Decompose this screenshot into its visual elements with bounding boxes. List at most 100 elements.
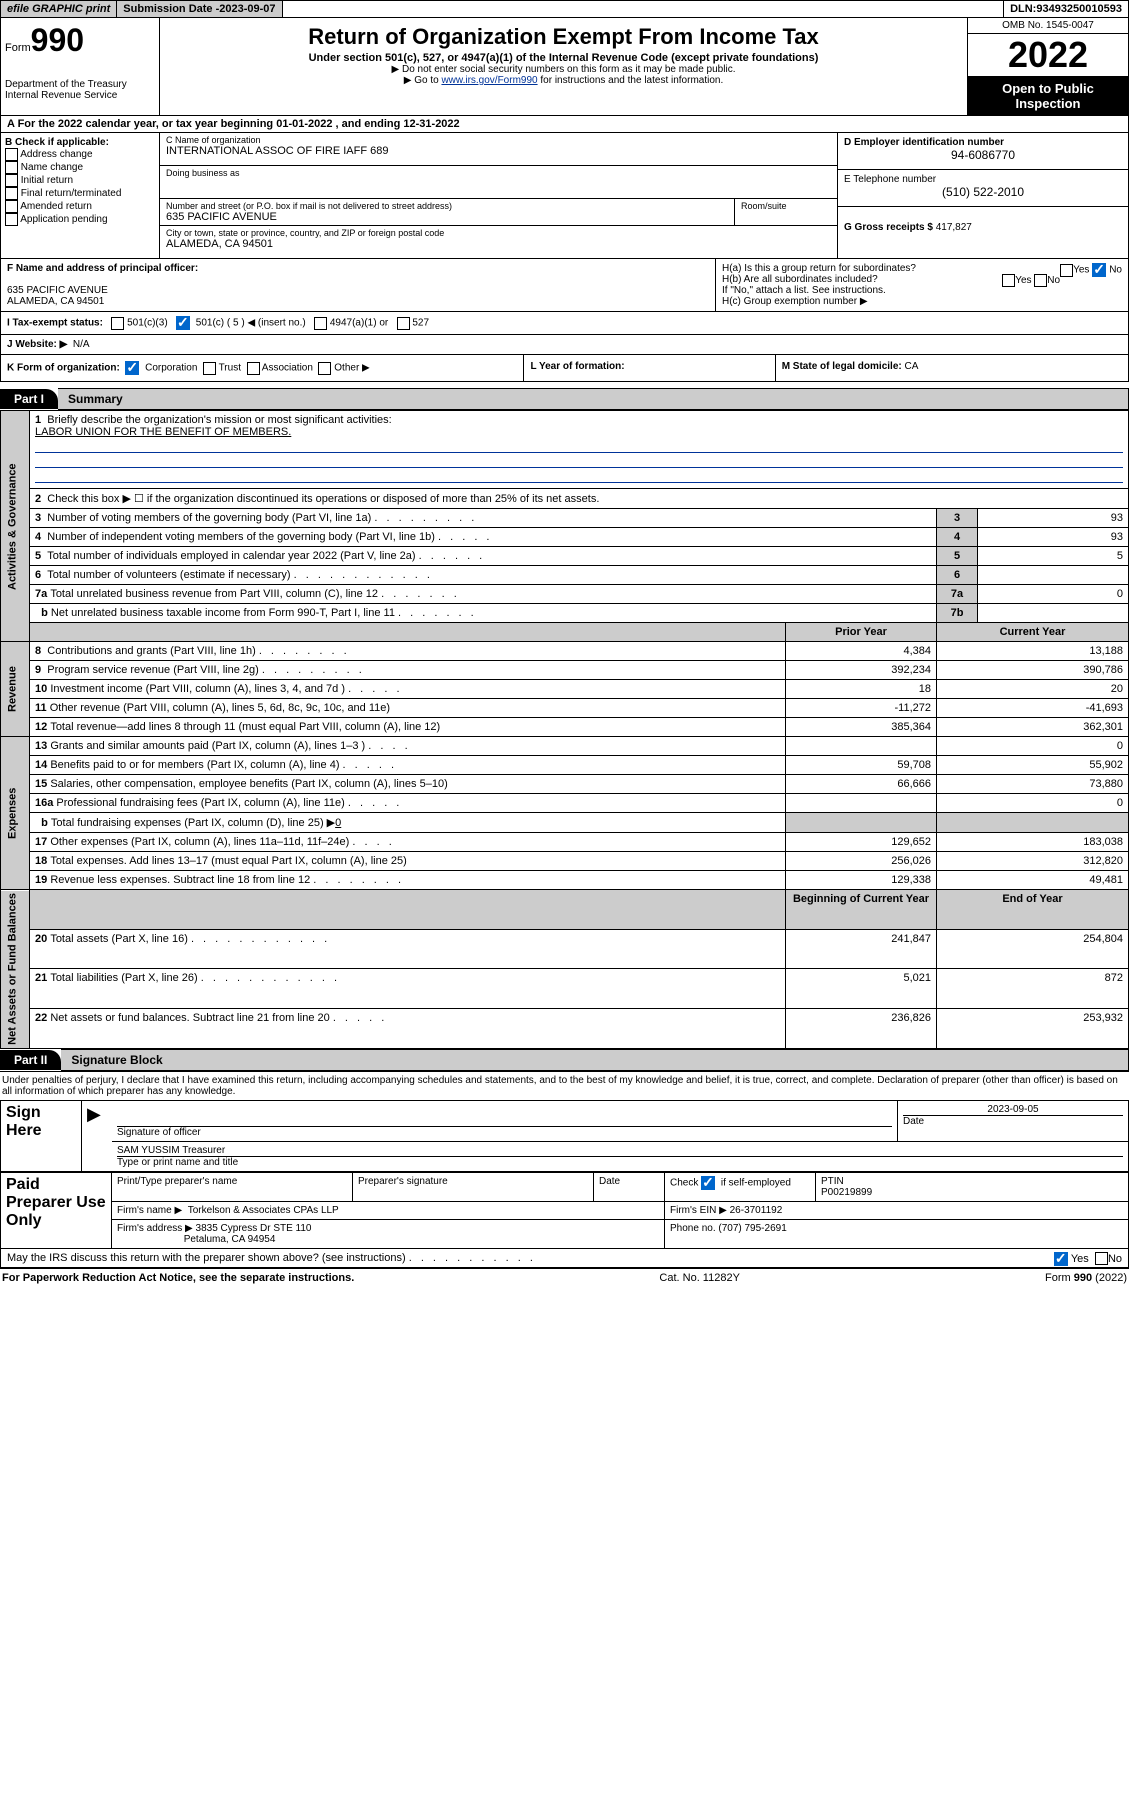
- officer-name-cell: SAM YUSSIM Treasurer Type or print name …: [112, 1141, 1129, 1171]
- irs-link[interactable]: www.irs.gov/Form990: [441, 75, 537, 86]
- cy: 20: [937, 680, 1129, 699]
- ln: 4: [35, 531, 41, 543]
- col-m: M State of legal domicile: CA: [776, 355, 1128, 381]
- part1-tab: Part I: [0, 389, 58, 409]
- cb-corporation[interactable]: [125, 361, 139, 375]
- ps-label: Preparer's signature: [358, 1176, 448, 1187]
- top-bar: efile GRAPHIC print Submission Date - 20…: [0, 0, 1129, 18]
- firm-name-value: Torkelson & Associates CPAs LLP: [188, 1205, 339, 1216]
- cb-may-irs-yes[interactable]: [1054, 1252, 1068, 1266]
- part2-tab: Part II: [0, 1050, 61, 1070]
- cb-association[interactable]: [247, 362, 260, 375]
- sig-date-cell: 2023-09-05 Date: [898, 1100, 1129, 1141]
- ptin-value: P00219899: [821, 1187, 872, 1198]
- ha-yes-cb[interactable]: [1060, 264, 1073, 277]
- lt: Other expenses (Part IX, column (A), lin…: [50, 836, 349, 848]
- cb-4947[interactable]: [314, 317, 327, 330]
- opt-other: Other ▶: [334, 363, 369, 374]
- py: 241,847: [786, 929, 937, 969]
- ha-no-cb[interactable]: [1092, 263, 1106, 277]
- lt: Total expenses. Add lines 13–17 (must eq…: [50, 855, 406, 867]
- opt-assoc: Association: [262, 363, 313, 374]
- cb-other[interactable]: [318, 362, 331, 375]
- sub3-post: for instructions and the latest informat…: [538, 75, 724, 86]
- cy: 0: [937, 794, 1129, 813]
- tax-year: 2022: [968, 34, 1128, 77]
- firm-addr-cell: Firm's address ▶ 3835 Cypress Dr STE 110…: [112, 1219, 665, 1248]
- street-cell: Number and street (or P.O. box if mail i…: [160, 199, 735, 225]
- street-label: Number and street (or P.O. box if mail i…: [166, 201, 728, 211]
- cb-initial-return[interactable]: Initial return: [5, 174, 155, 187]
- firm-name-label: Firm's name ▶: [117, 1205, 182, 1216]
- tel-value: (510) 522-2010: [844, 185, 1122, 199]
- prep-date-cell: Date: [594, 1172, 665, 1201]
- py: 385,364: [786, 718, 937, 737]
- r17: 17 Other expenses (Part IX, column (A), …: [1, 833, 1129, 852]
- form-number: Form990: [5, 22, 155, 59]
- yes-lbl: Yes: [1071, 1253, 1089, 1265]
- cb-527[interactable]: [397, 317, 410, 330]
- row-5: 5 Total number of individuals employed i…: [1, 547, 1129, 566]
- firm-phone-cell: Phone no. (707) 795-2691: [665, 1219, 1129, 1248]
- cb-application-pending[interactable]: Application pending: [5, 213, 155, 226]
- gross-label: G Gross receipts $: [844, 222, 936, 233]
- ln: 18: [35, 855, 47, 867]
- ein-label: D Employer identification number: [844, 137, 1122, 148]
- row-7a: 7a Total unrelated business revenue from…: [1, 585, 1129, 604]
- col-f: F Name and address of principal officer:…: [1, 259, 716, 311]
- no-lbl: No: [1047, 275, 1060, 286]
- lk: 3: [937, 509, 978, 528]
- cb-address-change[interactable]: Address change: [5, 148, 155, 161]
- efile-print-button[interactable]: efile GRAPHIC print: [1, 1, 117, 17]
- summary-table: Activities & Governance 1 Briefly descri…: [0, 410, 1129, 1049]
- cb-name-change[interactable]: Name change: [5, 161, 155, 174]
- dln-label: DLN:: [1010, 3, 1036, 15]
- row-7b: b Net unrelated business taxable income …: [1, 604, 1129, 623]
- self-emp-cell: Check if self-employed: [665, 1172, 816, 1201]
- cb-lbl: Application pending: [20, 214, 107, 225]
- paid-preparer-table: Paid Preparer Use Only Print/Type prepar…: [0, 1172, 1129, 1249]
- lt: Investment income (Part VIII, column (A)…: [50, 683, 345, 695]
- gross-value: 417,827: [936, 222, 972, 233]
- r8: 8 Contributions and grants (Part VIII, l…: [30, 642, 786, 661]
- lv: 93: [978, 509, 1129, 528]
- cb-amended-return[interactable]: Amended return: [5, 200, 155, 213]
- cb-trust[interactable]: [203, 362, 216, 375]
- hb-no-cb[interactable]: [1034, 274, 1047, 287]
- self-emp-text2: if self-employed: [718, 1177, 791, 1188]
- year-formation-label: L Year of formation:: [530, 361, 624, 372]
- lt: Total unrelated business revenue from Pa…: [50, 588, 378, 600]
- header-left: Form990 Department of the Treasury Inter…: [1, 18, 160, 115]
- cb-self-employed[interactable]: [701, 1176, 715, 1190]
- firm-ein-cell: Firm's EIN ▶ 26-3701192: [665, 1201, 1129, 1219]
- form-num: 990: [31, 22, 84, 58]
- cb-may-irs-no[interactable]: [1095, 1252, 1108, 1265]
- py: 59,708: [786, 756, 937, 775]
- r13: 13 Grants and similar amounts paid (Part…: [30, 737, 786, 756]
- ln: 5: [35, 550, 41, 562]
- col-c: C Name of organization INTERNATIONAL ASS…: [160, 133, 838, 258]
- cb-501c[interactable]: [176, 316, 190, 330]
- cb-final-return[interactable]: Final return/terminated: [5, 187, 155, 200]
- side-expenses: Expenses: [1, 737, 30, 890]
- lk: 7a: [937, 585, 978, 604]
- lv: 0: [978, 585, 1129, 604]
- footer-right: Form 990 (2022): [1045, 1272, 1127, 1284]
- ln: 12: [35, 721, 47, 733]
- ln: 10: [35, 683, 47, 695]
- part1-title: Summary: [58, 388, 1129, 410]
- dept-treasury: Department of the Treasury: [5, 79, 155, 90]
- state-domicile-label: M State of legal domicile:: [782, 361, 905, 372]
- hb-label: H(b) Are all subordinates included?: [722, 274, 878, 285]
- firm-addr1: 3835 Cypress Dr STE 110: [196, 1223, 312, 1234]
- opt-4947: 4947(a)(1) or: [330, 318, 388, 329]
- ln: 6: [35, 569, 41, 581]
- row-klm: K Form of organization: Corporation Trus…: [0, 354, 1129, 382]
- org-name-cell: C Name of organization INTERNATIONAL ASS…: [160, 133, 837, 166]
- street-value: 635 PACIFIC AVENUE: [166, 211, 728, 223]
- cb-501c3[interactable]: [111, 317, 124, 330]
- hb-yes-cb[interactable]: [1002, 274, 1015, 287]
- room-cell: Room/suite: [735, 199, 837, 225]
- pt-name-label: Print/Type preparer's name: [117, 1176, 237, 1187]
- dln: DLN: 93493250010593: [1004, 1, 1128, 17]
